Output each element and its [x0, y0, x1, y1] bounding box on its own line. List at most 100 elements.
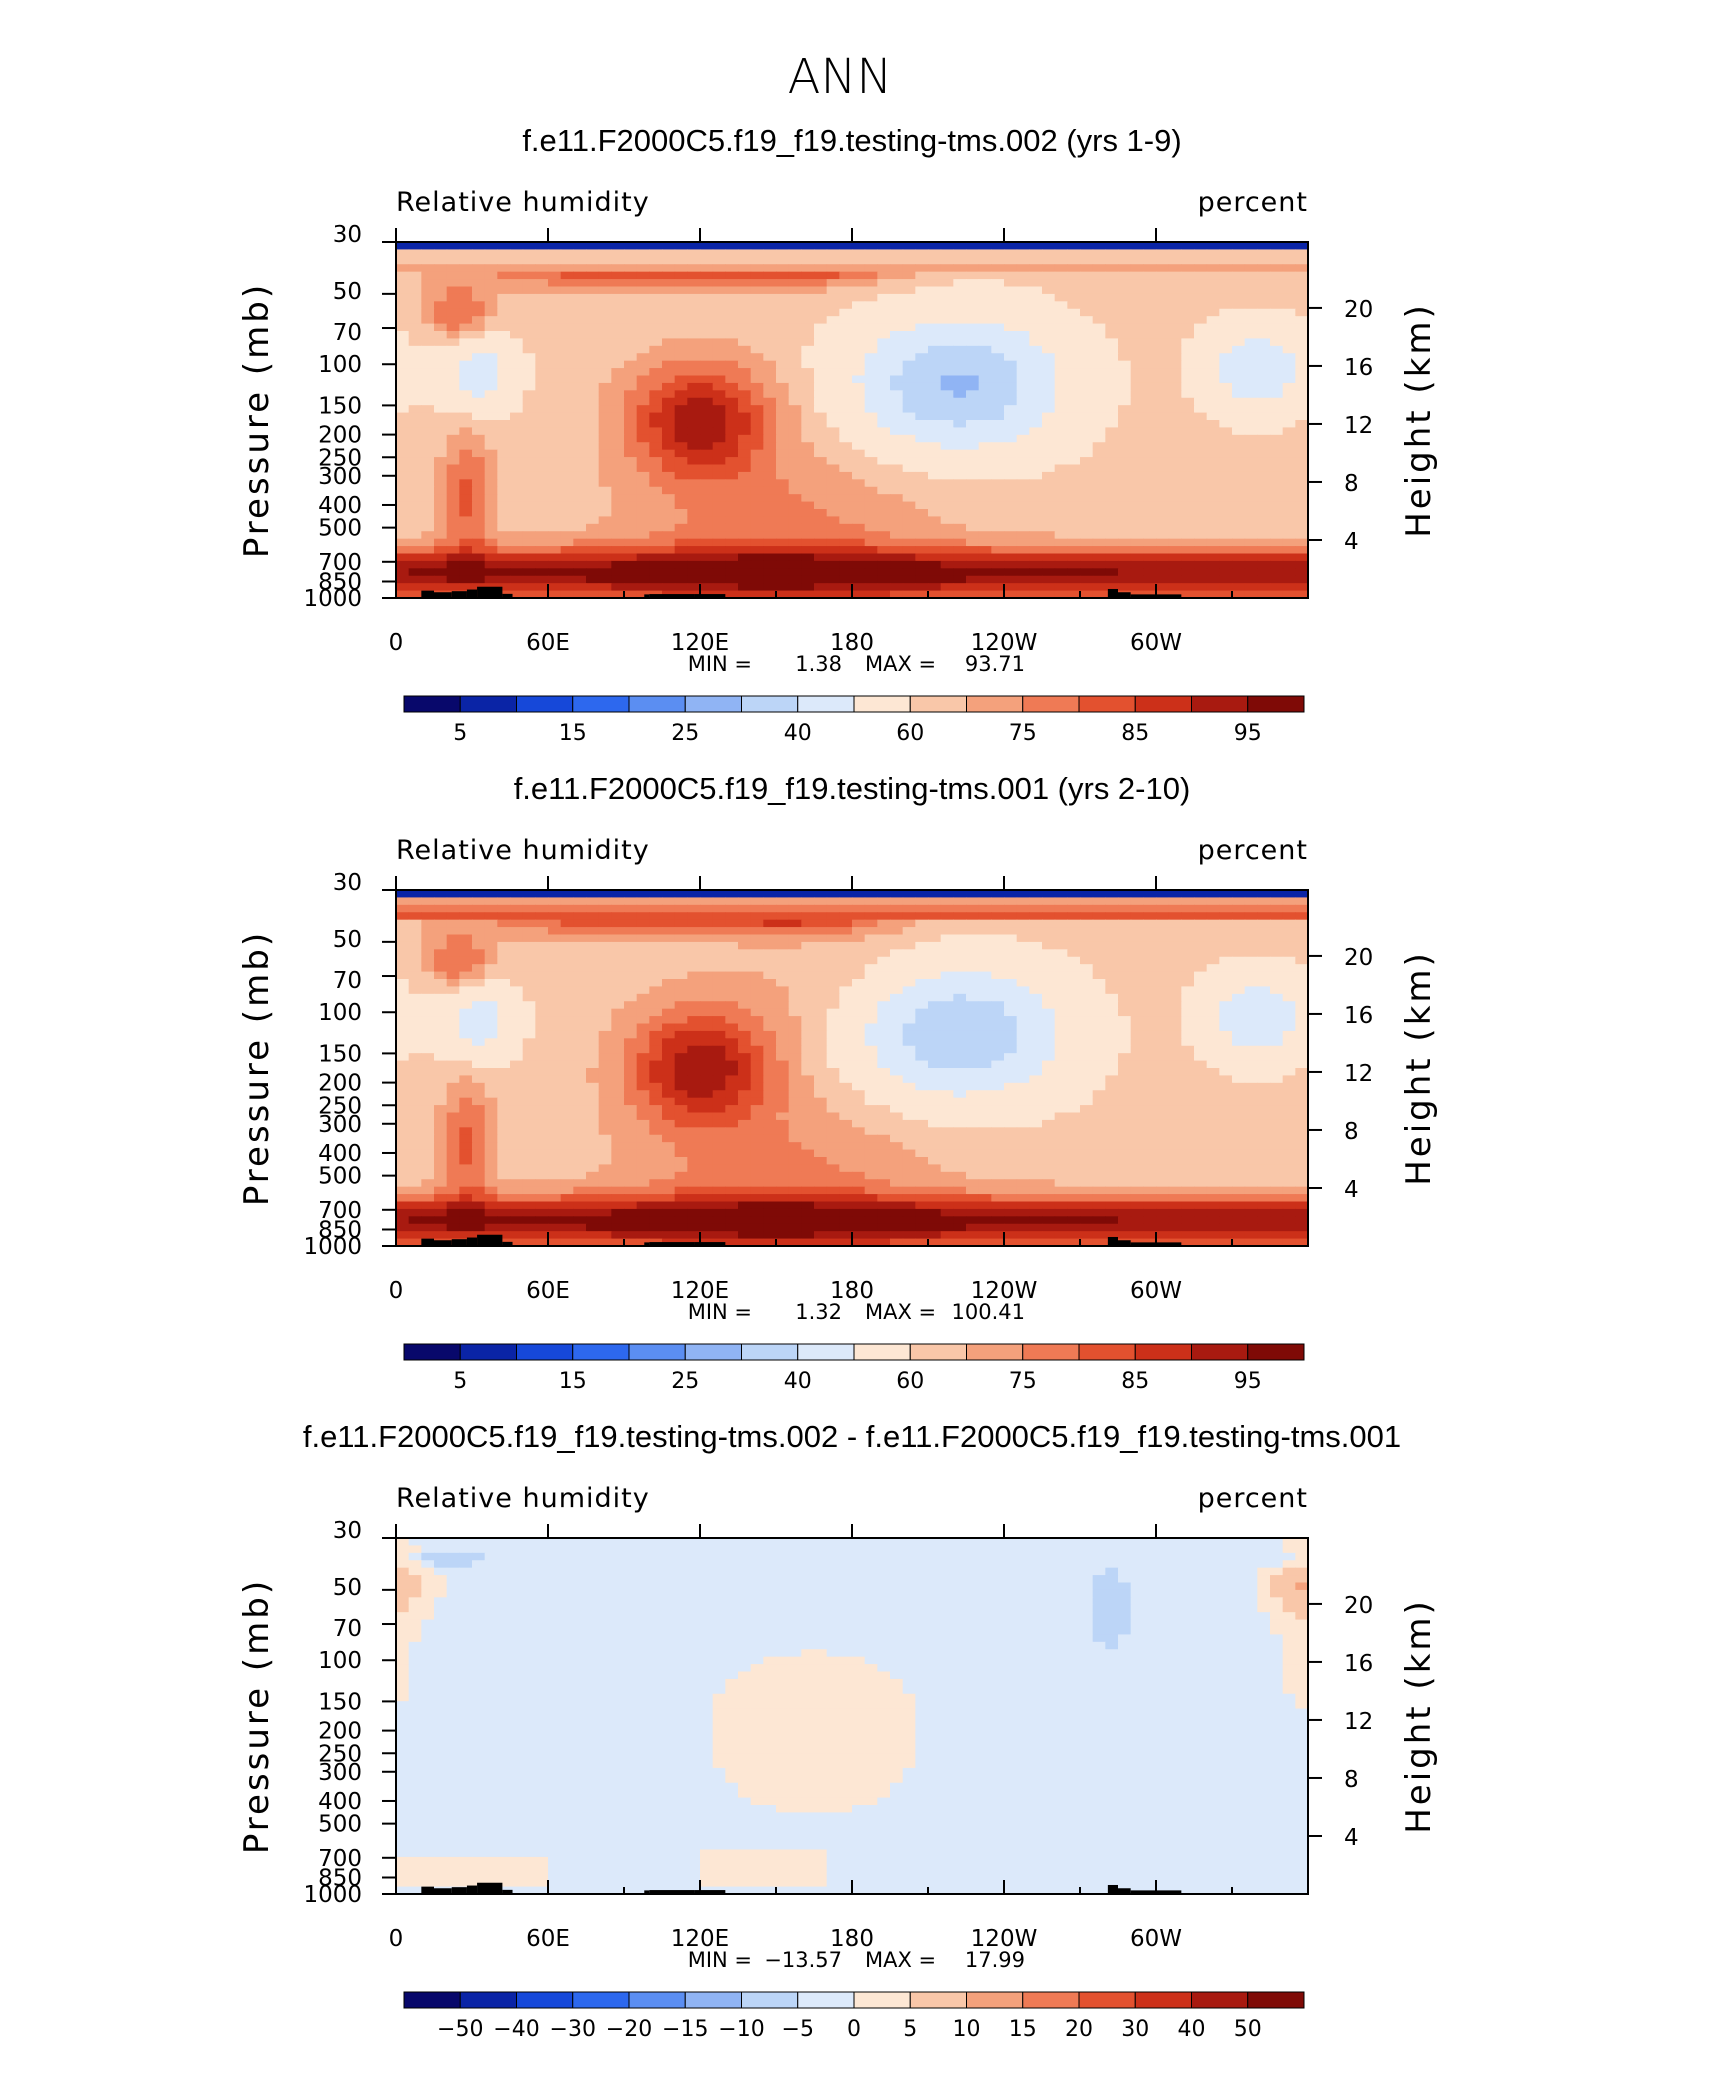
- field-cell: [700, 405, 714, 414]
- field-cell: [674, 449, 688, 458]
- field-cell: [446, 449, 460, 458]
- field-cell: [788, 323, 802, 332]
- field-cell: [1282, 494, 1296, 503]
- field-cell: [1295, 509, 1309, 518]
- field-cell: [1257, 412, 1271, 421]
- field-cell: [1016, 397, 1030, 406]
- field-cell: [801, 904, 815, 913]
- field-cell: [1004, 501, 1018, 510]
- field-cell: [1270, 420, 1284, 429]
- field-cell: [573, 501, 587, 510]
- field-cell: [1092, 501, 1106, 510]
- field-cell: [1295, 308, 1309, 317]
- field-cell: [890, 897, 904, 906]
- field-cell: [978, 242, 992, 251]
- field-cell: [902, 546, 916, 555]
- field-cell: [776, 553, 790, 562]
- field-cell: [1054, 1030, 1068, 1039]
- field-cell: [1270, 412, 1284, 421]
- field-cell: [1105, 531, 1119, 540]
- field-cell: [560, 308, 574, 317]
- field-cell: [611, 516, 625, 525]
- field-cell: [890, 568, 904, 577]
- field-cell: [776, 368, 790, 377]
- field-cell: [902, 457, 916, 466]
- field-cell: [687, 964, 701, 973]
- field-cell: [598, 360, 612, 369]
- field-cell: [890, 956, 904, 965]
- field-cell: [738, 971, 752, 980]
- field-cell: [738, 449, 752, 458]
- field-cell: [649, 964, 663, 973]
- field-cell: [472, 509, 486, 518]
- field-cell: [1105, 897, 1119, 906]
- field-cell: [1016, 1008, 1030, 1017]
- field-cell: [649, 479, 663, 488]
- field-cell: [1270, 368, 1284, 377]
- field-cell: [396, 316, 410, 325]
- field-cell: [978, 375, 992, 384]
- field-cell: [1257, 927, 1271, 936]
- field-cell: [662, 1030, 676, 1039]
- field-cell: [864, 531, 878, 540]
- field-cell: [1232, 390, 1246, 399]
- field-cell: [852, 412, 866, 421]
- field-cell: [510, 964, 524, 973]
- field-cell: [1206, 509, 1220, 518]
- field-cell: [573, 531, 587, 540]
- field-cell: [1244, 919, 1258, 928]
- field-cell: [1257, 590, 1271, 599]
- field-cell: [510, 264, 524, 273]
- field-cell: [1105, 442, 1119, 451]
- field-cell: [1118, 919, 1132, 928]
- field-cell: [662, 509, 676, 518]
- field-cell: [738, 471, 752, 480]
- field-cell: [953, 1008, 967, 1017]
- field-cell: [434, 546, 448, 555]
- field-cell: [991, 412, 1005, 421]
- field-cell: [649, 242, 663, 251]
- field-cell: [510, 993, 524, 1002]
- field-cell: [1219, 242, 1233, 251]
- field-cell: [1244, 479, 1258, 488]
- field-cell: [548, 382, 562, 391]
- field-cell: [928, 442, 942, 451]
- field-cell: [902, 360, 916, 369]
- field-cell: [826, 575, 840, 584]
- field-cell: [636, 949, 650, 958]
- field-cell: [1282, 531, 1296, 540]
- field-cell: [586, 242, 600, 251]
- field-cell: [459, 516, 473, 525]
- field-cell: [814, 523, 828, 532]
- field-cell: [1118, 553, 1132, 562]
- field-cell: [446, 1001, 460, 1010]
- field-cell: [966, 375, 980, 384]
- field-cell: [408, 501, 422, 510]
- field-cell: [1282, 271, 1296, 280]
- field-cell: [598, 553, 612, 562]
- field-cell: [1282, 412, 1296, 421]
- field-cell: [852, 434, 866, 443]
- field-cell: [497, 912, 511, 921]
- field-cell: [421, 904, 435, 913]
- field-cell: [928, 568, 942, 577]
- field-cell: [1080, 427, 1094, 436]
- field-cell: [446, 912, 460, 921]
- field-cell: [902, 553, 916, 562]
- field-cell: [814, 964, 828, 973]
- field-cell: [890, 1008, 904, 1017]
- field-cell: [535, 286, 549, 295]
- field-cell: [586, 912, 600, 921]
- field-cell: [700, 479, 714, 488]
- field-cell: [1194, 501, 1208, 510]
- field-cell: [573, 568, 587, 577]
- field-cell: [1067, 575, 1081, 584]
- field-cell: [1105, 449, 1119, 458]
- field-cell: [788, 949, 802, 958]
- field-cell: [421, 464, 435, 473]
- field-cell: [1232, 1023, 1246, 1032]
- field-cell: [1206, 242, 1220, 251]
- field-cell: [560, 442, 574, 451]
- field-cell: [700, 927, 714, 936]
- field-cell: [864, 1008, 878, 1017]
